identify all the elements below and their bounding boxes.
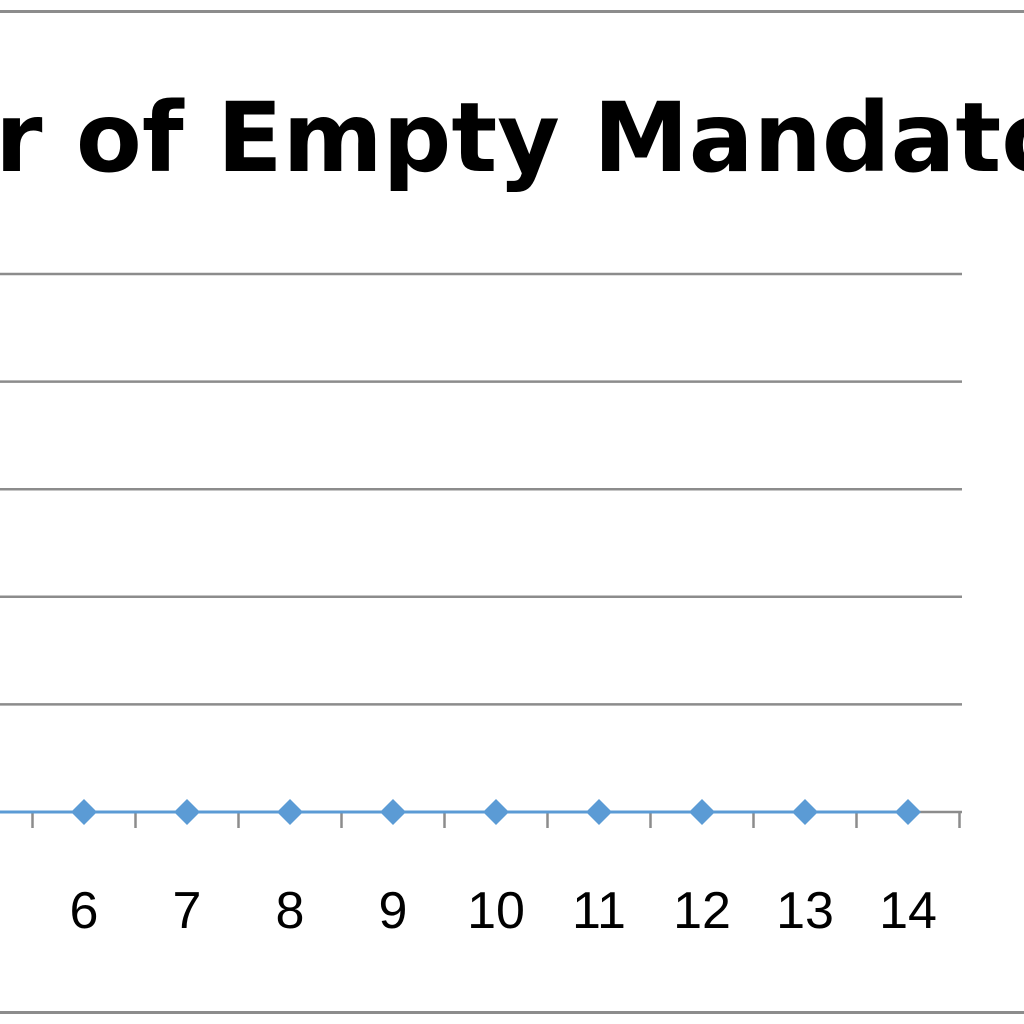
data-point-marker (71, 799, 97, 825)
x-tick-label: 13 (776, 882, 834, 940)
chart-title: er of Empty Mandatory (0, 82, 1024, 194)
x-tick-label: 14 (879, 882, 937, 940)
chart-frame-top-border (0, 10, 1024, 13)
data-point-marker (792, 799, 818, 825)
data-point-marker (895, 799, 921, 825)
data-point-marker (483, 799, 509, 825)
data-point-marker (689, 799, 715, 825)
x-tick-label: 11 (572, 882, 626, 940)
data-point-marker (380, 799, 406, 825)
x-tick-label: 7 (173, 882, 202, 940)
data-point-marker (174, 799, 200, 825)
x-tick-label: 10 (467, 882, 525, 940)
x-tick-label: 6 (70, 882, 99, 940)
data-point-marker (586, 799, 612, 825)
x-tick-label: 12 (673, 882, 731, 940)
x-tick-label: 9 (379, 882, 408, 940)
chart-frame-bottom-border (0, 1011, 1024, 1014)
data-point-marker (277, 799, 303, 825)
x-tick-label: 8 (276, 882, 305, 940)
